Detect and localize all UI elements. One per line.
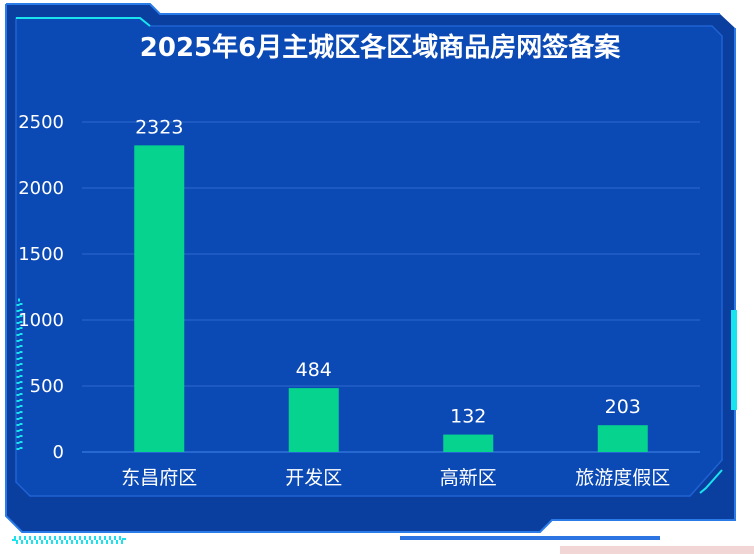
x-tick-label: 高新区 bbox=[440, 467, 497, 489]
data-label: 203 bbox=[605, 396, 641, 418]
y-tick-label: 2000 bbox=[18, 178, 64, 199]
y-tick-label: 1000 bbox=[18, 310, 64, 331]
grid-lines bbox=[82, 121, 700, 453]
x-tick-label: 开发区 bbox=[285, 467, 342, 489]
bar bbox=[443, 434, 494, 452]
chart-title: 2025年6月主城区各区域商品房网签备案 bbox=[139, 33, 621, 63]
x-tick-label: 旅游度假区 bbox=[575, 467, 670, 489]
data-label: 132 bbox=[450, 406, 486, 428]
bar bbox=[597, 425, 648, 452]
bar bbox=[288, 388, 339, 452]
y-tick-label: 500 bbox=[30, 376, 64, 397]
y-tick-label: 0 bbox=[53, 442, 64, 463]
y-axis-ticks: 0 500 1000 1500 2000 2500 bbox=[18, 112, 64, 463]
data-label: 484 bbox=[296, 359, 332, 381]
bars bbox=[134, 145, 648, 452]
y-tick-label: 1500 bbox=[18, 244, 64, 265]
x-tick-label: 东昌府区 bbox=[121, 467, 197, 489]
data-labels: 2323 484 132 203 bbox=[135, 116, 641, 427]
data-label: 2323 bbox=[135, 116, 183, 138]
bar bbox=[134, 145, 185, 452]
x-axis-ticks: 东昌府区 开发区 高新区 旅游度假区 bbox=[121, 467, 670, 489]
y-tick-label: 2500 bbox=[18, 112, 64, 133]
